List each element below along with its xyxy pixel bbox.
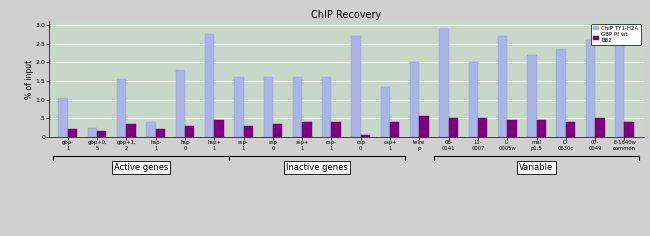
- Bar: [156, 129, 165, 137]
- Text: Active genes: Active genes: [114, 163, 168, 172]
- Bar: [185, 126, 194, 137]
- Bar: [615, 46, 625, 137]
- Bar: [390, 122, 400, 137]
- Bar: [273, 124, 282, 137]
- Bar: [381, 87, 390, 137]
- Bar: [126, 124, 136, 137]
- Bar: [292, 77, 302, 137]
- Bar: [117, 79, 126, 137]
- Bar: [410, 62, 419, 137]
- Bar: [322, 77, 332, 137]
- Text: Variable: Variable: [519, 163, 554, 172]
- Bar: [244, 126, 253, 137]
- Bar: [536, 120, 546, 137]
- Bar: [478, 118, 488, 137]
- Bar: [507, 120, 517, 137]
- Bar: [214, 120, 224, 137]
- Bar: [361, 135, 370, 137]
- Text: Inactive genes: Inactive genes: [286, 163, 348, 172]
- Bar: [419, 116, 429, 137]
- Bar: [97, 131, 107, 137]
- Bar: [586, 40, 595, 137]
- Bar: [332, 122, 341, 137]
- Bar: [439, 29, 448, 137]
- Bar: [625, 122, 634, 137]
- Bar: [302, 122, 311, 137]
- Title: ChIP Recovery: ChIP Recovery: [311, 10, 382, 21]
- Bar: [595, 118, 604, 137]
- Bar: [68, 129, 77, 137]
- Bar: [146, 122, 156, 137]
- Bar: [58, 98, 68, 137]
- Bar: [566, 122, 575, 137]
- Bar: [469, 62, 478, 137]
- Bar: [448, 118, 458, 137]
- Bar: [527, 55, 536, 137]
- Bar: [205, 34, 214, 137]
- Bar: [234, 77, 244, 137]
- Bar: [176, 70, 185, 137]
- Bar: [263, 77, 273, 137]
- Bar: [498, 36, 507, 137]
- Bar: [556, 49, 566, 137]
- Y-axis label: % of input: % of input: [25, 59, 34, 99]
- Legend: ChIP TY1-H2A, GBP Pf wt
BB2: ChIP TY1-H2A, GBP Pf wt BB2: [592, 24, 641, 45]
- Bar: [88, 127, 97, 137]
- Bar: [352, 36, 361, 137]
